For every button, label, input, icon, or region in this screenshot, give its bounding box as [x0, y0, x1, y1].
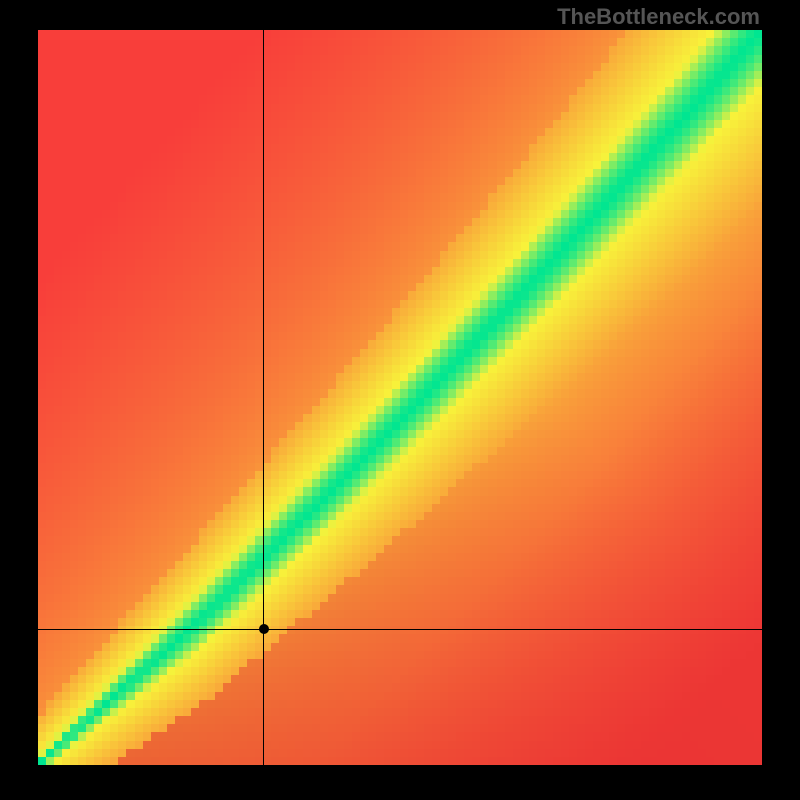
bottleneck-heatmap [38, 30, 762, 765]
watermark-text: TheBottleneck.com [557, 4, 760, 30]
data-point-marker [259, 624, 269, 634]
crosshair-vertical [263, 30, 264, 765]
crosshair-horizontal [38, 629, 762, 630]
chart-container: TheBottleneck.com [0, 0, 800, 800]
